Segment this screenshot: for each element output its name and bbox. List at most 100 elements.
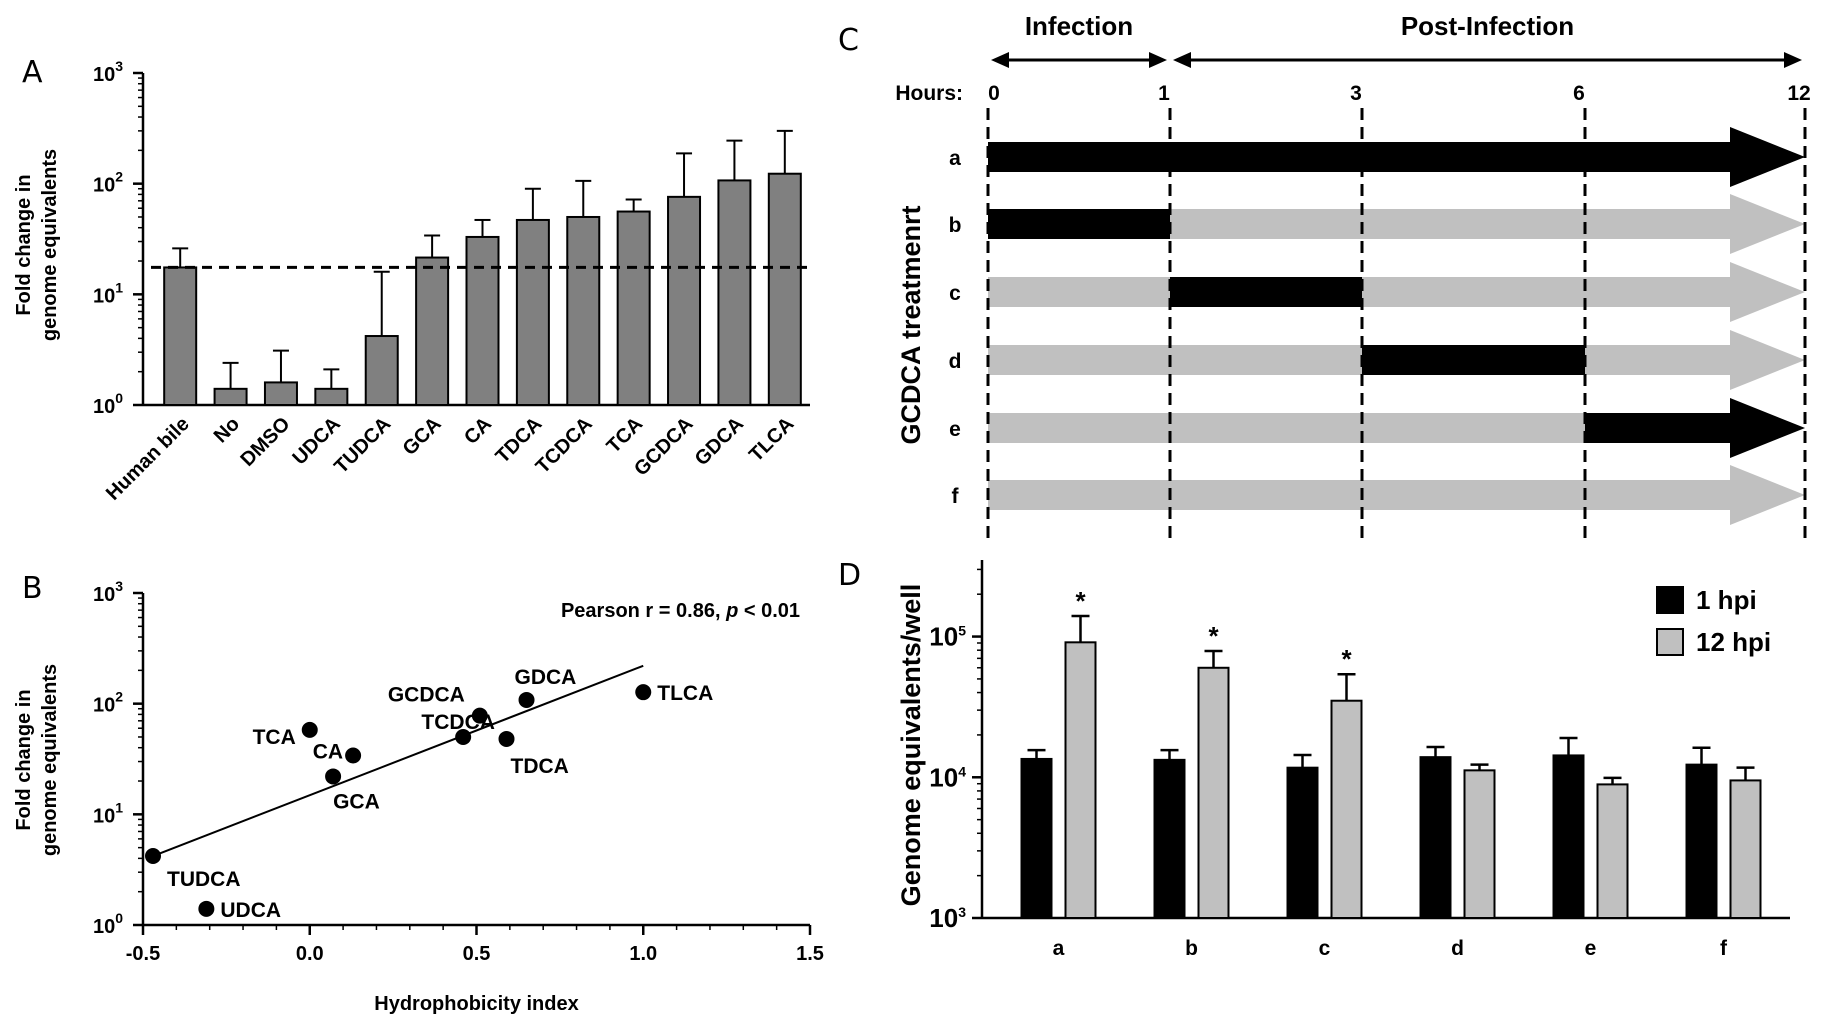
hour-mark-label: 3 bbox=[1350, 82, 1362, 105]
y-axis-label: GCDCA treatmenrt bbox=[896, 205, 926, 444]
hour-mark-label: 12 bbox=[1787, 82, 1810, 105]
row-label: b bbox=[949, 214, 962, 237]
y-tick-label-exponent: 5 bbox=[958, 623, 966, 639]
scatter-point bbox=[498, 730, 515, 747]
gcdca-window-bar bbox=[988, 209, 1170, 239]
bar bbox=[213, 387, 248, 406]
bar bbox=[415, 256, 450, 407]
point-label: GCDCA bbox=[388, 684, 465, 707]
phase-label: Post-Infection bbox=[1401, 11, 1574, 41]
bar bbox=[263, 381, 298, 407]
x-tick-label: a bbox=[1053, 937, 1065, 960]
y-tick-label-exponent: 0 bbox=[115, 390, 123, 406]
y-axis-label: genome equivalents bbox=[39, 149, 61, 341]
x-tick-label: DMSO bbox=[237, 413, 295, 471]
x-tick-label: b bbox=[1185, 937, 1198, 960]
bar bbox=[364, 335, 399, 406]
x-tick-label: TCA bbox=[603, 413, 648, 458]
point-label: GCA bbox=[333, 790, 380, 813]
scatter-point bbox=[455, 728, 472, 745]
significance-marker: * bbox=[1075, 586, 1086, 616]
y-tick-label: 103 bbox=[93, 578, 123, 606]
phase-arrow-head bbox=[991, 52, 1009, 68]
scatter-point bbox=[325, 768, 342, 785]
bar bbox=[1197, 666, 1230, 919]
x-tick-label: TUDCA bbox=[330, 413, 395, 478]
y-axis-label: Genome equivalents/well bbox=[896, 584, 926, 907]
y-tick-label: 104 bbox=[929, 762, 966, 792]
gcdca-window-bar bbox=[988, 142, 1730, 172]
bar bbox=[1064, 641, 1097, 919]
y-tick-label-base: 10 bbox=[929, 622, 958, 652]
gcdca-window-bar bbox=[1362, 345, 1585, 375]
row-label: a bbox=[949, 147, 961, 170]
x-tick-label: e bbox=[1585, 937, 1597, 960]
y-tick-label-exponent: 1 bbox=[115, 799, 123, 815]
y-tick-label: 105 bbox=[929, 622, 966, 652]
x-tick-label: 0.5 bbox=[463, 943, 491, 965]
y-tick-label-exponent: 3 bbox=[115, 578, 123, 594]
phase-arrow-head bbox=[1173, 52, 1191, 68]
arrow-head-background bbox=[1730, 330, 1805, 390]
point-label: TCA bbox=[253, 726, 296, 749]
phase-arrow-head bbox=[1784, 52, 1802, 68]
y-tick-label-base: 10 bbox=[93, 396, 115, 418]
y-tick-label-exponent: 2 bbox=[115, 169, 123, 185]
fit-line bbox=[152, 664, 644, 857]
x-tick-label: 1.0 bbox=[629, 943, 657, 965]
y-axis-label: Fold change in bbox=[13, 174, 35, 315]
x-tick-label: f bbox=[1720, 937, 1728, 960]
legend-label: 1 hpi bbox=[1696, 585, 1757, 615]
y-tick-label-base: 10 bbox=[93, 695, 115, 717]
x-tick-label: No bbox=[210, 413, 244, 447]
gcdca-window-bar bbox=[1170, 277, 1362, 307]
x-tick-label: GCA bbox=[399, 413, 446, 460]
bar bbox=[566, 215, 601, 406]
y-tick-label-exponent: 2 bbox=[115, 689, 123, 705]
phase-arrow-head bbox=[1149, 52, 1167, 68]
y-axis-label: genome equivalents bbox=[39, 664, 61, 856]
y-tick-label-base: 10 bbox=[93, 175, 115, 197]
pearson-prefix: Pearson r = 0.86, bbox=[561, 600, 726, 622]
arrow-head-background bbox=[1730, 465, 1805, 525]
y-tick-label: 102 bbox=[93, 169, 123, 197]
x-tick-label: Human bile bbox=[102, 413, 194, 505]
point-label: GDCA bbox=[515, 666, 577, 689]
panel-label-c: C bbox=[838, 23, 859, 58]
legend-label: 12 hpi bbox=[1696, 627, 1771, 657]
pearson-suffix: < 0.01 bbox=[738, 600, 800, 622]
panel-label-a: A bbox=[22, 55, 43, 90]
gcdca-arrow-head bbox=[1730, 127, 1805, 187]
y-tick-label: 101 bbox=[93, 799, 123, 827]
legend-swatch bbox=[1656, 586, 1684, 614]
legend-swatch bbox=[1656, 628, 1684, 656]
x-tick-label: d bbox=[1451, 937, 1464, 960]
scatter-point bbox=[471, 707, 488, 724]
bar bbox=[465, 235, 500, 406]
arrow-bar-background bbox=[988, 345, 1730, 375]
y-tick-label: 100 bbox=[93, 390, 123, 418]
bar bbox=[1286, 766, 1319, 920]
x-tick-label: 1.5 bbox=[796, 943, 824, 965]
significance-marker: * bbox=[1208, 621, 1219, 651]
bar bbox=[1153, 758, 1186, 920]
x-tick-label: c bbox=[1319, 937, 1331, 960]
pearson-p: p bbox=[725, 600, 738, 622]
bar bbox=[163, 266, 198, 407]
bar bbox=[1596, 783, 1629, 919]
x-axis-label: Hydrophobicity index bbox=[374, 993, 578, 1015]
x-tick-label: 0.0 bbox=[296, 943, 324, 965]
bar bbox=[1419, 756, 1452, 919]
bar bbox=[717, 179, 752, 406]
y-tick-label-exponent: 1 bbox=[115, 279, 123, 295]
row-label: c bbox=[949, 282, 961, 305]
arrow-head-background bbox=[1730, 194, 1805, 254]
row-label: f bbox=[952, 485, 960, 508]
bar bbox=[1330, 699, 1363, 919]
scatter-point bbox=[301, 721, 318, 738]
hours-label: Hours: bbox=[895, 82, 963, 105]
y-tick-label: 103 bbox=[929, 903, 966, 933]
